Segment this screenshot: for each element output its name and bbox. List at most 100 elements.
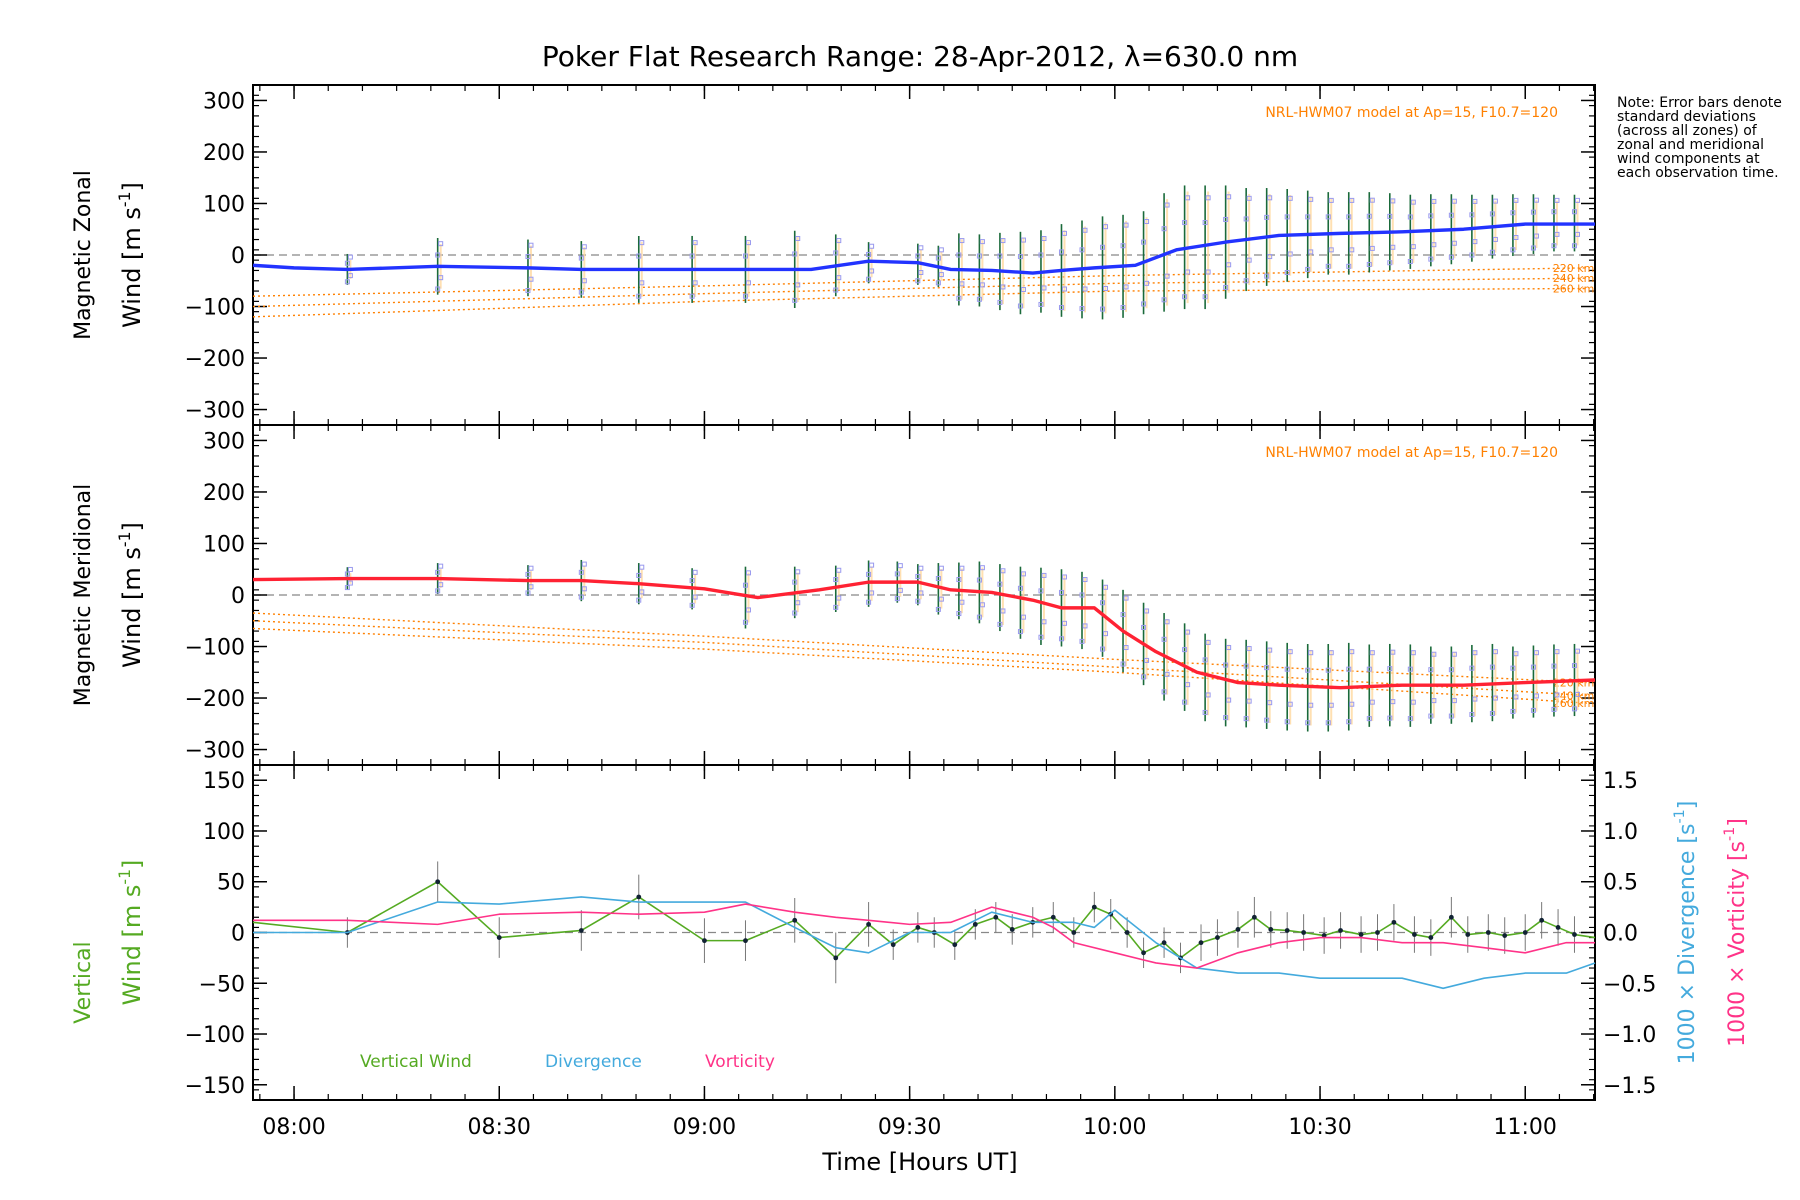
y2-tick-label: 1.0 [1603, 820, 1638, 845]
legend-item-vertical: Vertical Wind [360, 1052, 472, 1072]
zone-marker [1469, 212, 1475, 218]
y-tick-label: −100 [185, 1023, 245, 1048]
zone-marker [1164, 202, 1170, 208]
zone-marker [1305, 720, 1311, 726]
figure-title: Poker Flat Research Range: 28-Apr-2012, … [542, 40, 1298, 73]
zone-marker [1000, 238, 1006, 244]
zone-marker [745, 240, 751, 246]
zonal-wind-line [252, 222, 1595, 275]
zone-marker [435, 588, 441, 594]
zone-marker [1123, 222, 1129, 228]
vertical-wind-point [1284, 928, 1290, 933]
zone-marker [836, 567, 842, 573]
vertical-wind-point [1338, 928, 1343, 933]
zone-marker [1451, 651, 1457, 657]
vertical-wind-point [1502, 933, 1508, 938]
vertical-wind-point [1391, 919, 1397, 925]
zone-marker [1120, 661, 1126, 667]
zone-marker [979, 282, 985, 288]
zone-marker [1264, 214, 1270, 220]
model-line-label: 220 km [1553, 262, 1595, 275]
zone-marker [1058, 249, 1064, 255]
model-line [252, 267, 1587, 297]
zone-marker [1161, 689, 1167, 695]
model-line-label: 240 km [1553, 272, 1595, 285]
zone-marker [1202, 294, 1208, 300]
zone-marker [1328, 650, 1334, 656]
zone-marker [1164, 273, 1170, 279]
zone-marker [1513, 651, 1519, 657]
zone-marker [1554, 692, 1560, 698]
zone-marker [528, 276, 534, 282]
zone-marker [1366, 716, 1372, 722]
y2-axis-label-divergence: 1000 × Divergence [s-1] [1672, 801, 1700, 1065]
zone-marker [866, 251, 872, 257]
zone-marker [1205, 639, 1211, 645]
zone-marker [918, 245, 924, 251]
zone-marker [1205, 195, 1211, 201]
x-tick-label: 10:00 [1083, 1115, 1146, 1140]
zone-marker [869, 590, 875, 596]
zone-marker [956, 295, 962, 301]
zone-marker [1369, 197, 1375, 203]
vertical-wind-point [1485, 930, 1491, 935]
zone-marker [1366, 261, 1372, 267]
zone-marker [1410, 244, 1416, 250]
model-line-label: 240 km [1553, 689, 1595, 702]
series-vertical-line [252, 880, 1596, 959]
zone-marker [1325, 667, 1331, 673]
zone-marker [1100, 646, 1106, 652]
zone-marker [1185, 629, 1191, 635]
zone-marker [897, 563, 903, 569]
zone-marker [1061, 286, 1067, 292]
zone-marker [1346, 263, 1352, 269]
y-axis-label-line2: Wind [m s-1] [116, 860, 146, 1006]
zone-marker [915, 253, 921, 259]
zone-marker [1513, 694, 1519, 700]
zone-marker [1141, 301, 1147, 307]
zone-marker [1226, 194, 1232, 200]
zone-marker [1448, 254, 1454, 260]
zone-marker [1267, 254, 1273, 260]
y-tick-label: 300 [203, 429, 245, 454]
legend-item-vorticity: Vorticity [705, 1052, 775, 1072]
y-tick-label: 100 [203, 192, 245, 217]
zone-marker [1448, 667, 1454, 673]
vertical-wind-point [1428, 935, 1434, 940]
zone-marker [1448, 212, 1454, 218]
zone-marker [1510, 210, 1516, 216]
zone-marker [581, 561, 587, 567]
zone-marker [1017, 585, 1023, 591]
y-tick-label: 300 [203, 89, 245, 114]
zone-marker [938, 272, 944, 278]
zone-marker [1017, 629, 1023, 635]
zone-marker [1533, 650, 1539, 656]
zone-marker [528, 565, 534, 571]
vertical-wind-point [578, 928, 584, 933]
zone-marker [959, 565, 965, 571]
zone-marker [1325, 720, 1331, 726]
zone-marker [344, 279, 350, 285]
y-tick-label: 100 [203, 532, 245, 557]
zone-marker [1223, 284, 1229, 290]
zone-marker [1182, 647, 1188, 653]
zone-marker [833, 250, 839, 256]
y-tick-label: 200 [203, 141, 245, 166]
vertical-wind-point [1555, 925, 1561, 930]
zone-marker [959, 238, 965, 244]
vertical-wind-point [952, 942, 958, 948]
y-axis-label-line1: Magnetic Zonal [71, 170, 96, 340]
zone-marker [1551, 706, 1557, 712]
zone-marker [1448, 713, 1454, 719]
y-tick-label: −200 [185, 687, 245, 712]
y-tick-label: 100 [203, 820, 245, 845]
zone-marker [1551, 243, 1557, 249]
zone-marker [1082, 227, 1088, 233]
panel-vertical: −150 −100 −50 0 50 100 150 −1.5 −1.0 −0.5 0.0 0.5 1.… [71, 764, 1656, 1140]
zone-marker [1305, 667, 1311, 673]
zone-marker [1284, 719, 1290, 725]
zone-marker [1472, 650, 1478, 656]
y-tick-label: 0 [231, 244, 245, 269]
